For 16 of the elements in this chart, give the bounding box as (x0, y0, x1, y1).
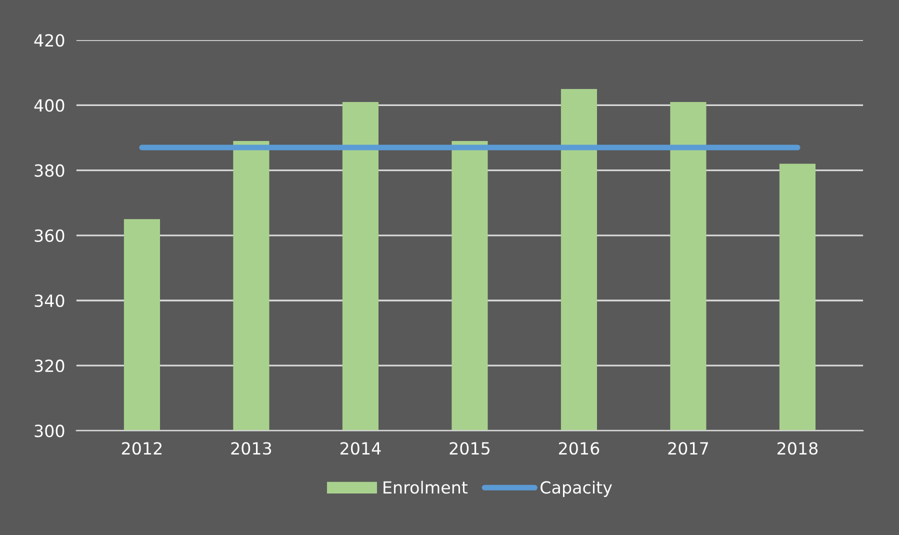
x-tick-label: 2013 (231, 442, 272, 455)
y-tick-label: 400 (34, 99, 64, 112)
y-tick-label: 360 (34, 229, 64, 242)
legend-label: Enrolment (384, 480, 468, 494)
x-tick-label: 2017 (668, 442, 708, 455)
x-tick-label: 2016 (558, 442, 600, 455)
x-tick-label: 2018 (778, 442, 818, 455)
y-tick-label: 340 (34, 294, 64, 308)
y-tick-label: 420 (34, 34, 64, 47)
x-tick-label: 2012 (122, 442, 162, 455)
x-tick-label: 2014 (340, 442, 381, 455)
y-tick-label: 300 (34, 424, 64, 438)
x-tick-label: 2015 (450, 442, 490, 455)
y-tick-label: 380 (34, 164, 64, 177)
legend-label: Capacity (540, 480, 612, 497)
y-tick-label: 320 (34, 360, 64, 372)
